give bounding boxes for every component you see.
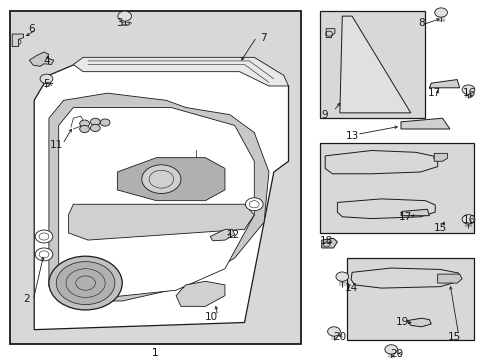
Polygon shape xyxy=(339,16,410,113)
Circle shape xyxy=(461,85,474,94)
Bar xyxy=(320,11,425,118)
Circle shape xyxy=(35,248,53,261)
Text: 11: 11 xyxy=(49,140,63,150)
Bar xyxy=(10,11,300,344)
Polygon shape xyxy=(428,80,459,88)
Polygon shape xyxy=(59,108,254,297)
Polygon shape xyxy=(73,57,288,86)
Text: 8: 8 xyxy=(417,18,424,28)
Circle shape xyxy=(434,8,447,17)
Circle shape xyxy=(327,327,340,336)
Text: 9: 9 xyxy=(321,110,328,120)
Text: 15: 15 xyxy=(447,332,461,342)
Text: 17: 17 xyxy=(398,212,412,222)
Text: 1: 1 xyxy=(152,348,159,358)
Circle shape xyxy=(90,124,100,131)
Circle shape xyxy=(384,345,397,354)
Polygon shape xyxy=(34,61,288,330)
Circle shape xyxy=(80,125,89,132)
Polygon shape xyxy=(433,153,447,161)
Text: 2: 2 xyxy=(23,294,30,304)
Bar xyxy=(320,143,473,233)
Polygon shape xyxy=(321,238,337,248)
Text: 16: 16 xyxy=(462,88,475,98)
Text: 10: 10 xyxy=(204,312,217,322)
Bar xyxy=(346,258,473,341)
Circle shape xyxy=(100,119,110,126)
Text: 17: 17 xyxy=(427,88,440,98)
Polygon shape xyxy=(210,229,234,241)
Text: 4: 4 xyxy=(43,56,50,66)
Text: 14: 14 xyxy=(344,283,357,293)
Text: 19: 19 xyxy=(394,318,408,328)
Polygon shape xyxy=(117,158,224,201)
Polygon shape xyxy=(437,274,461,283)
Text: 7: 7 xyxy=(259,33,266,42)
Text: 6: 6 xyxy=(28,24,35,34)
Text: 3: 3 xyxy=(116,18,123,28)
Polygon shape xyxy=(406,318,430,327)
Polygon shape xyxy=(29,52,54,66)
Text: 20: 20 xyxy=(390,349,403,359)
Text: 12: 12 xyxy=(226,230,240,240)
Text: 5: 5 xyxy=(43,79,50,89)
Polygon shape xyxy=(176,281,224,306)
Text: 16: 16 xyxy=(462,215,475,225)
Polygon shape xyxy=(325,150,437,174)
Polygon shape xyxy=(337,199,434,219)
Circle shape xyxy=(335,272,348,281)
Polygon shape xyxy=(400,118,449,129)
Polygon shape xyxy=(68,204,254,240)
Circle shape xyxy=(461,215,474,224)
Circle shape xyxy=(56,262,115,305)
Text: 18: 18 xyxy=(319,236,333,246)
Text: 13: 13 xyxy=(345,131,358,141)
Circle shape xyxy=(245,198,263,211)
Polygon shape xyxy=(350,268,458,288)
Circle shape xyxy=(90,118,100,125)
Text: 15: 15 xyxy=(432,222,446,233)
Circle shape xyxy=(40,74,53,84)
Polygon shape xyxy=(49,93,268,301)
Circle shape xyxy=(35,230,53,243)
Polygon shape xyxy=(325,29,334,38)
Circle shape xyxy=(49,256,122,310)
Circle shape xyxy=(142,165,181,193)
Text: 1: 1 xyxy=(152,348,159,358)
Text: 20: 20 xyxy=(333,332,346,342)
Circle shape xyxy=(80,120,89,127)
Polygon shape xyxy=(400,209,428,216)
Circle shape xyxy=(118,11,131,21)
Polygon shape xyxy=(12,34,23,46)
